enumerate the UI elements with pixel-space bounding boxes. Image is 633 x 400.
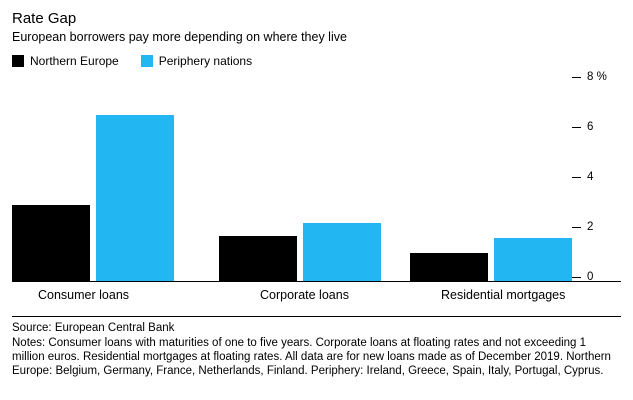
bar-group-corporate-loans: [197, 77, 390, 282]
legend-label-periphery-nations: Periphery nations: [158, 54, 253, 68]
legend-item-northern-europe: Northern Europe: [12, 54, 119, 68]
y-tick-0: 0: [572, 271, 593, 283]
y-tick-label-2: 2: [587, 221, 594, 233]
y-tick-dash-2: [572, 226, 581, 228]
legend-swatch-periphery-nations: [140, 55, 153, 67]
legend-label-northern-europe: Northern Europe: [30, 54, 119, 68]
page-title: Rate Gap: [12, 10, 77, 27]
source-text: Source: European Central Bank: [12, 322, 175, 334]
footer-divider: [12, 316, 621, 317]
bar-consumer-loans-periphery-nations: [96, 115, 174, 282]
chart-footer: Source: European Central Bank Notes: Con…: [12, 316, 621, 378]
bar-corporate-loans-northern-europe: [218, 235, 297, 282]
legend-swatch-northern-europe: [12, 55, 24, 67]
y-tick-8: 8 %: [572, 71, 607, 83]
bar-group-consumer-loans: [12, 77, 197, 282]
x-label-corporate-loans: Corporate loans: [260, 288, 349, 302]
x-label-consumer-loans: Consumer loans: [38, 288, 130, 302]
bar-consumer-loans-northern-europe: [12, 205, 90, 282]
y-tick-dash-4: [572, 176, 581, 178]
bar-group-residential-mortgages: [390, 77, 572, 282]
y-tick-dash-6: [572, 126, 581, 128]
bar-corporate-loans-periphery-nations: [302, 223, 381, 282]
bar-residential-mortgages-periphery-nations: [494, 238, 572, 282]
y-tick-dash-8: [572, 76, 581, 78]
y-tick-2: 2: [572, 221, 593, 233]
notes-text: Notes: Consumer loans with maturities of…: [12, 337, 611, 377]
y-tick-4: 4: [572, 171, 593, 183]
y-tick-label-6: 6: [587, 121, 594, 133]
bar-residential-mortgages-northern-europe: [410, 252, 488, 282]
chart-area: 8 % 6 4 2 0: [12, 71, 621, 283]
y-tick-dash-0: [572, 276, 581, 278]
legend-item-periphery-nations: Periphery nations: [140, 54, 253, 68]
y-tick-label-4: 4: [587, 171, 594, 183]
x-label-residential-mortgages: Residential mortgages: [441, 288, 566, 302]
y-tick-label-8: 8 %: [587, 71, 607, 83]
x-axis-baseline: [12, 281, 621, 282]
y-axis: 8 % 6 4 2 0: [572, 71, 621, 283]
bar-groups: [12, 77, 572, 282]
page-subtitle: European borrowers pay more depending on…: [12, 30, 347, 44]
y-tick-6: 6: [572, 121, 593, 133]
plot-area: [12, 77, 572, 282]
y-tick-label-0: 0: [587, 271, 594, 283]
chart-legend: Northern Europe Periphery nations: [12, 53, 621, 69]
x-axis-labels: Consumer loans Corporate loans Residenti…: [12, 287, 572, 309]
